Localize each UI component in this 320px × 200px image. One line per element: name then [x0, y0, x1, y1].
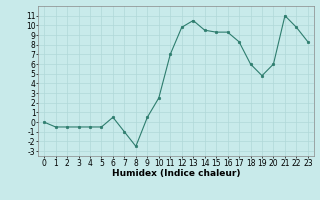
X-axis label: Humidex (Indice chaleur): Humidex (Indice chaleur)	[112, 169, 240, 178]
